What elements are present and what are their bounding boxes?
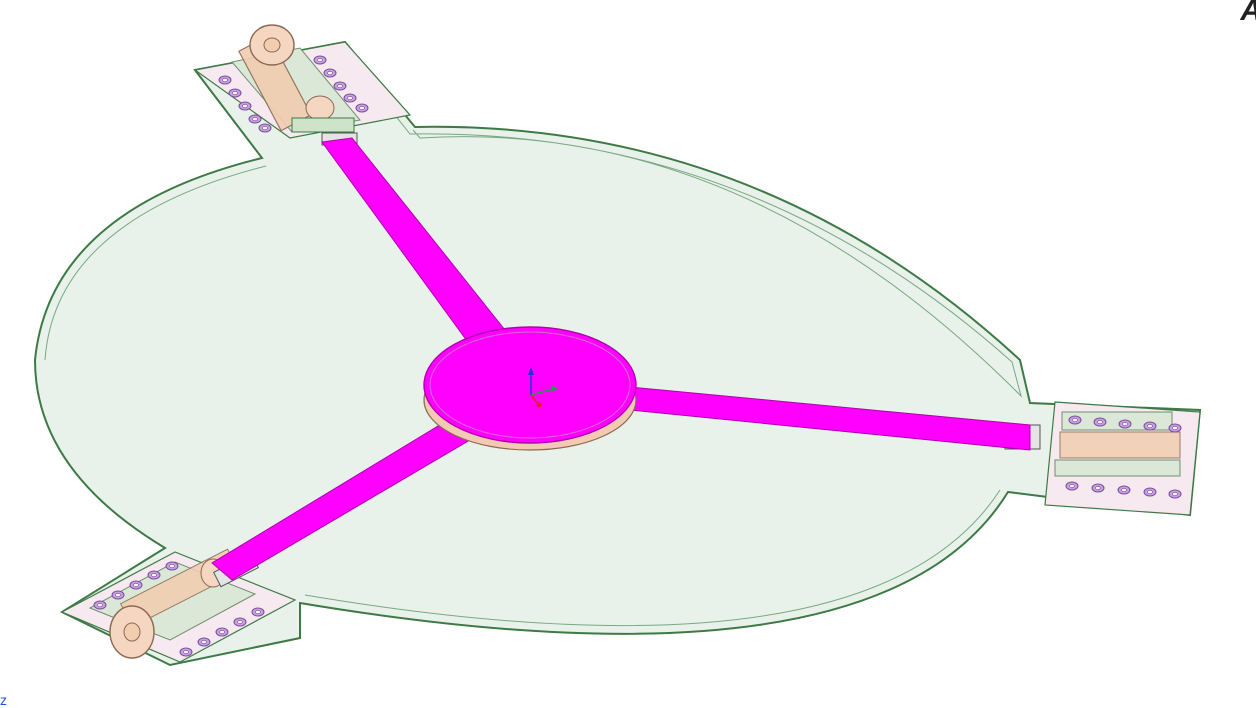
view-corner-letter: A xyxy=(1240,0,1256,28)
central-disk[interactable] xyxy=(423,326,637,451)
connector-top[interactable] xyxy=(193,24,412,146)
connector-right[interactable] xyxy=(1004,401,1201,516)
coordinate-triad-icon xyxy=(528,367,558,408)
axis-z-label: z xyxy=(0,692,7,708)
